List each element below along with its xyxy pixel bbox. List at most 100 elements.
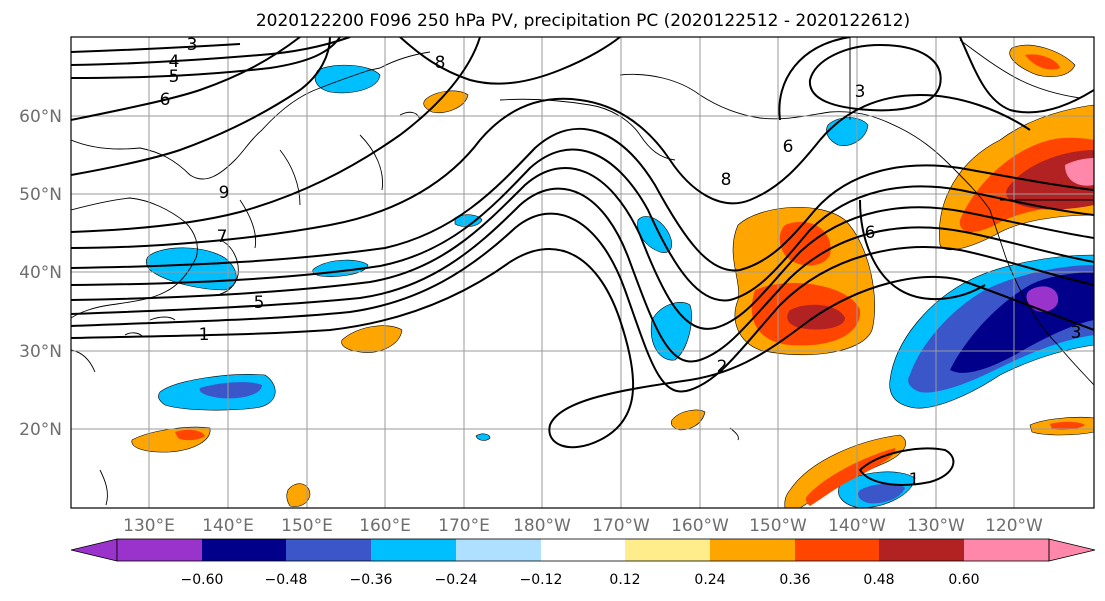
pv-contour-6-west bbox=[71, 37, 331, 176]
colorbar-tick-label: 0.48 bbox=[863, 572, 894, 588]
pv-contour-3 bbox=[71, 187, 1094, 363]
colorbar-tick-label: 0.12 bbox=[609, 572, 640, 588]
colorbar-tick-label: −0.24 bbox=[435, 572, 478, 588]
contour-label: 5 bbox=[169, 67, 180, 87]
pv-contour-5 bbox=[71, 167, 1094, 330]
pv-contour-top-4 bbox=[71, 37, 301, 121]
pv-contour-7 bbox=[71, 127, 1094, 272]
positive-region-bottom-left bbox=[286, 483, 311, 507]
contour-label: 8 bbox=[435, 53, 446, 73]
precip-shading bbox=[131, 44, 1094, 508]
positive-region-hawaii bbox=[670, 409, 706, 431]
pv-contour-1 bbox=[71, 248, 1094, 449]
lat-label: 30°N bbox=[19, 342, 62, 362]
figure-title: 2020122200 F096 250 hPa PV, precipitatio… bbox=[256, 11, 910, 31]
colorbar-tick-label: 0.60 bbox=[948, 572, 979, 588]
contour-label: 3 bbox=[1071, 323, 1082, 343]
positive-region-southwest-core bbox=[175, 429, 205, 441]
contour-label: 5 bbox=[254, 293, 265, 313]
colorbar-tick-label: −0.36 bbox=[350, 572, 393, 588]
positive-region-central-upper bbox=[779, 221, 831, 266]
lon-label: 170°W bbox=[592, 516, 650, 536]
contour-labels: 3 4 5 6 8 9 7 5 1 3 6 8 6 2 1 3 bbox=[160, 35, 1082, 490]
positive-region-south-central-core bbox=[805, 448, 896, 506]
contour-label: 6 bbox=[783, 137, 794, 157]
contour-label: 1 bbox=[199, 325, 210, 345]
pv-contour-alaska-loop bbox=[808, 43, 942, 112]
coastlines bbox=[71, 37, 1094, 506]
lon-label: 130°E bbox=[123, 516, 175, 536]
contour-label: 3 bbox=[855, 82, 866, 102]
pv-contour-2 bbox=[71, 212, 1094, 393]
pv-contour-9 bbox=[71, 37, 481, 233]
lat-label: 50°N bbox=[19, 185, 62, 205]
colorbar-tick-label: 0.36 bbox=[779, 572, 810, 588]
lon-label: 160°W bbox=[671, 516, 729, 536]
lon-label: 140°W bbox=[828, 516, 886, 536]
positive-region-far-east-south-core bbox=[1050, 421, 1085, 430]
lon-label: 170°E bbox=[438, 516, 490, 536]
colorbar-segment bbox=[964, 539, 1049, 561]
colorbar-tick-label: −0.48 bbox=[265, 572, 308, 588]
contour-label: 6 bbox=[160, 90, 171, 110]
colorbar-segment bbox=[202, 539, 286, 561]
contour-label: 8 bbox=[721, 170, 732, 190]
colorbar-arrow-left bbox=[70, 538, 118, 562]
pv-contours bbox=[71, 37, 1094, 486]
contour-label: 2 bbox=[717, 357, 728, 377]
positive-region-central-max bbox=[787, 304, 845, 330]
contour-label: 6 bbox=[865, 223, 876, 243]
positive-region-top-core bbox=[1025, 54, 1060, 70]
map-frame bbox=[70, 36, 1095, 509]
lon-label: 150°W bbox=[749, 516, 807, 536]
colorbar-arrow-right bbox=[1048, 538, 1096, 562]
colorbar-segment bbox=[541, 539, 625, 561]
colorbar-segment bbox=[710, 539, 795, 561]
colorbar-segment bbox=[879, 539, 964, 561]
pv-contour-top-1 bbox=[71, 43, 241, 53]
lat-label: 60°N bbox=[19, 107, 62, 127]
lon-label: 160°E bbox=[359, 516, 411, 536]
pv-contour-alaska-outer bbox=[778, 37, 851, 121]
colorbar-segment bbox=[371, 539, 456, 561]
lon-label: 140°E bbox=[202, 516, 254, 536]
colorbar-segment bbox=[795, 539, 879, 561]
contour-label: 9 bbox=[219, 183, 230, 203]
pv-contour-top-mid bbox=[399, 37, 621, 85]
negative-region-tiny bbox=[475, 433, 491, 441]
colorbar-frame bbox=[116, 538, 1050, 562]
lon-label: 120°W bbox=[985, 516, 1043, 536]
colorbar-segment bbox=[456, 539, 541, 561]
contour-label: 7 bbox=[217, 227, 228, 247]
pv-contour-1-south bbox=[858, 447, 955, 486]
map-panel: 3 4 5 6 8 9 7 5 1 3 6 8 6 2 1 3 bbox=[70, 35, 1095, 509]
lon-label: 150°E bbox=[281, 516, 333, 536]
colorbar-tick-label: −0.12 bbox=[520, 572, 563, 588]
contour-label: 3 bbox=[187, 35, 198, 55]
negative-region-south-core bbox=[199, 382, 262, 399]
pv-contour-east-ridge bbox=[859, 199, 986, 301]
colorbar: −0.60 −0.48 −0.36 −0.24 −0.12 0.12 0.24 … bbox=[70, 538, 1096, 588]
contour-label: 4 bbox=[169, 52, 180, 72]
colorbar-tick-label: −0.60 bbox=[181, 572, 224, 588]
pv-contour-north-east bbox=[959, 37, 1094, 114]
lat-label: 20°N bbox=[19, 420, 62, 440]
gridlines bbox=[71, 37, 1094, 508]
negative-region-dateline bbox=[454, 214, 483, 227]
negative-region-hawaii-south-core bbox=[858, 483, 905, 504]
positive-region-west-central bbox=[341, 325, 403, 353]
positive-region-northeast-peak bbox=[1065, 158, 1094, 186]
contour-label: 1 bbox=[909, 470, 920, 490]
latitude-labels: 60°N 50°N 40°N 30°N 20°N bbox=[19, 107, 62, 440]
colorbar-tick-label: 0.24 bbox=[694, 572, 725, 588]
pv-contour-6 bbox=[71, 148, 1094, 302]
pv-contour-8 bbox=[71, 93, 1031, 249]
lon-label: 180°W bbox=[513, 516, 571, 536]
colorbar-segment bbox=[625, 539, 710, 561]
lat-label: 40°N bbox=[19, 263, 62, 283]
longitude-labels: 130°E 140°E 150°E 160°E 170°E 180°W 170°… bbox=[123, 516, 1043, 536]
negative-region-east-core bbox=[950, 272, 1094, 373]
colorbar-segment bbox=[117, 539, 202, 561]
pv-contour-top-2 bbox=[71, 37, 351, 66]
